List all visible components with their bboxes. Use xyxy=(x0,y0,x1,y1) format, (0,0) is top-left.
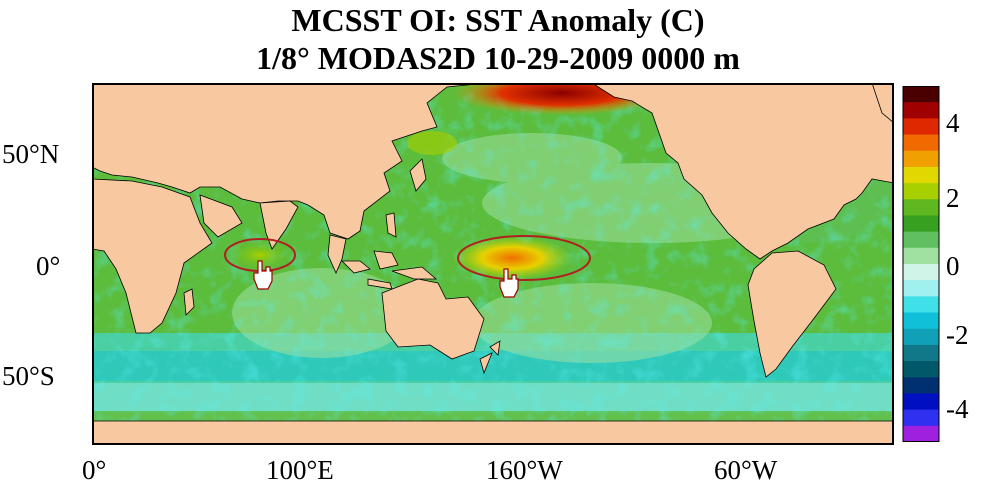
africa-landmass xyxy=(92,178,213,334)
lat-label-equator: 0° xyxy=(36,251,61,281)
colorbar-frame xyxy=(902,86,940,442)
colorbar-cell xyxy=(903,134,939,152)
colorbar-cell xyxy=(903,231,939,249)
sst-anomaly-map xyxy=(92,83,894,445)
colorbar-cell xyxy=(903,264,939,281)
colorbar-cell xyxy=(903,86,939,103)
colorbar-tick-4: 4 xyxy=(946,108,960,138)
map-title-line1: MCSST OI: SST Anomaly (C) xyxy=(291,2,705,38)
colorbar-tick-0: 0 xyxy=(946,251,960,281)
colorbar-cell xyxy=(903,280,939,297)
colorbar-cell xyxy=(903,150,939,168)
colorbar-cell xyxy=(903,199,939,216)
colorbar-cell xyxy=(903,215,939,233)
colorbar-tick-neg4: -4 xyxy=(946,394,969,424)
colorbar-cell xyxy=(903,312,939,330)
colorbar-cell xyxy=(903,102,939,119)
colorbar-cell xyxy=(903,183,939,200)
colorbar-cell xyxy=(903,118,939,136)
japan-landmass xyxy=(409,158,427,192)
new-zealand-landmass xyxy=(479,340,501,375)
map-title-line2: 1/8° MODAS2D 10-29-2009 0000 m xyxy=(256,40,740,76)
hand-pointer-icon xyxy=(253,260,273,290)
pacific-highlight-ellipse xyxy=(457,235,591,281)
colorbar-cell xyxy=(903,344,939,362)
kuroshio-warm-anomaly xyxy=(407,131,457,155)
arabia-landmass xyxy=(199,194,243,238)
greenland-landmass xyxy=(871,83,894,124)
pacific-warm-anomaly xyxy=(452,236,572,280)
eurasia-landmass xyxy=(92,83,488,240)
colorbar-cell xyxy=(903,409,939,427)
colorbar-cell xyxy=(903,328,939,346)
lon-label-160w: 160°W xyxy=(486,455,563,485)
lon-label-60w: 60°W xyxy=(714,455,778,485)
indian-ocean-warm-anomaly xyxy=(225,239,295,271)
map-frame xyxy=(92,83,894,445)
lon-label-0: 0° xyxy=(82,455,107,485)
north-america-landmass xyxy=(591,83,894,260)
colorbar-cell xyxy=(903,247,939,265)
lon-label-100e: 100°E xyxy=(266,455,334,485)
colorbar-cell xyxy=(903,425,939,442)
australia-landmass xyxy=(381,278,485,360)
india-landmass xyxy=(259,200,299,250)
indonesia-landmass xyxy=(341,250,438,290)
colorbar xyxy=(902,86,940,442)
land-masses xyxy=(92,83,894,445)
madagascar-landmass xyxy=(183,288,195,316)
colorbar-cell xyxy=(903,377,939,394)
antarctica-landmass xyxy=(92,420,894,445)
lat-label-50s: 50°S xyxy=(2,361,55,391)
colorbar-cell xyxy=(903,296,939,314)
south-america-landmass xyxy=(747,250,837,378)
colorbar-cell xyxy=(903,393,939,411)
philippines-landmass xyxy=(385,212,397,238)
colorbar-tick-2: 2 xyxy=(946,183,960,213)
colorbar-tick-neg2: -2 xyxy=(946,320,969,350)
hand-pointer-icon xyxy=(499,268,519,298)
southeast-asia-landmass xyxy=(327,234,347,274)
lat-label-50n: 50°N xyxy=(2,139,60,169)
colorbar-cell xyxy=(903,361,939,378)
colorbar-cell xyxy=(903,166,939,184)
